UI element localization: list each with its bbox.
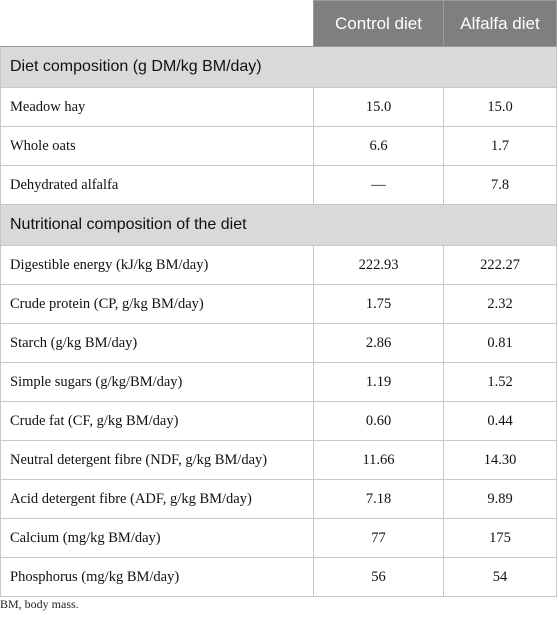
table-row: Digestible energy (kJ/kg BM/day) 222.93 … (0, 245, 557, 285)
table-row: Meadow hay 15.0 15.0 (0, 87, 557, 127)
row-label: Neutral detergent fibre (NDF, g/kg BM/da… (0, 440, 314, 480)
alfalfa-value: 9.89 (443, 479, 557, 519)
control-value: 0.60 (313, 401, 444, 441)
row-label: Digestible energy (kJ/kg BM/day) (0, 245, 314, 285)
table-header-row: Control diet Alfalfa diet (0, 0, 557, 47)
row-label: Whole oats (0, 126, 314, 166)
row-label: Dehydrated alfalfa (0, 165, 314, 205)
section-title: Diet composition (g DM/kg BM/day) (0, 46, 557, 88)
table-row: Dehydrated alfalfa — 7.8 (0, 165, 557, 205)
table-row: Starch (g/kg BM/day) 2.86 0.81 (0, 323, 557, 363)
section-title: Nutritional composition of the diet (0, 204, 557, 246)
row-label: Meadow hay (0, 87, 314, 127)
control-value: 222.93 (313, 245, 444, 285)
control-value: — (313, 165, 444, 205)
header-blank-cell (0, 0, 314, 47)
row-label: Crude fat (CF, g/kg BM/day) (0, 401, 314, 441)
control-value: 11.66 (313, 440, 444, 480)
alfalfa-value: 0.81 (443, 323, 557, 363)
row-label: Starch (g/kg BM/day) (0, 323, 314, 363)
table-row: Whole oats 6.6 1.7 (0, 126, 557, 166)
table-row: Phosphorus (mg/kg BM/day) 56 54 (0, 557, 557, 597)
table-row: Simple sugars (g/kg/BM/day) 1.19 1.52 (0, 362, 557, 402)
alfalfa-value: 1.52 (443, 362, 557, 402)
control-value: 7.18 (313, 479, 444, 519)
row-label: Simple sugars (g/kg/BM/day) (0, 362, 314, 402)
header-control-diet: Control diet (313, 0, 444, 47)
control-value: 15.0 (313, 87, 444, 127)
header-alfalfa-diet: Alfalfa diet (443, 0, 557, 47)
section-row-diet-composition: Diet composition (g DM/kg BM/day) (0, 46, 557, 88)
alfalfa-value: 15.0 (443, 87, 557, 127)
control-value: 1.75 (313, 284, 444, 324)
section-row-nutritional-composition: Nutritional composition of the diet (0, 204, 557, 246)
alfalfa-value: 0.44 (443, 401, 557, 441)
alfalfa-value: 2.32 (443, 284, 557, 324)
alfalfa-value: 14.30 (443, 440, 557, 480)
control-value: 6.6 (313, 126, 444, 166)
alfalfa-value: 222.27 (443, 245, 557, 285)
row-label: Calcium (mg/kg BM/day) (0, 518, 314, 558)
table-row: Crude fat (CF, g/kg BM/day) 0.60 0.44 (0, 401, 557, 441)
alfalfa-value: 7.8 (443, 165, 557, 205)
table-row: Calcium (mg/kg BM/day) 77 175 (0, 518, 557, 558)
control-value: 2.86 (313, 323, 444, 363)
row-label: Crude protein (CP, g/kg BM/day) (0, 284, 314, 324)
row-label: Phosphorus (mg/kg BM/day) (0, 557, 314, 597)
control-value: 56 (313, 557, 444, 597)
table-row: Acid detergent fibre (ADF, g/kg BM/day) … (0, 479, 557, 519)
alfalfa-value: 1.7 (443, 126, 557, 166)
row-label: Acid detergent fibre (ADF, g/kg BM/day) (0, 479, 314, 519)
control-value: 77 (313, 518, 444, 558)
table-row: Neutral detergent fibre (NDF, g/kg BM/da… (0, 440, 557, 480)
diet-table: Control diet Alfalfa diet Diet compositi… (0, 0, 557, 597)
table-row: Crude protein (CP, g/kg BM/day) 1.75 2.3… (0, 284, 557, 324)
alfalfa-value: 175 (443, 518, 557, 558)
alfalfa-value: 54 (443, 557, 557, 597)
control-value: 1.19 (313, 362, 444, 402)
table-footnote: BM, body mass. (0, 597, 79, 611)
